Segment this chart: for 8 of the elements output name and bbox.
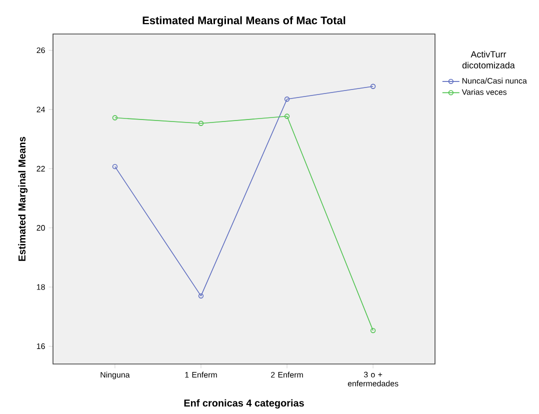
y-axis-title: Estimated Marginal Means bbox=[18, 136, 28, 261]
x-axis-title: Enf cronicas 4 categorias bbox=[184, 399, 304, 409]
chart-title: Estimated Marginal Means of Mac Total bbox=[142, 16, 346, 27]
legend-title: ActivTurr dicotomizada bbox=[462, 50, 515, 68]
point bbox=[284, 96, 290, 102]
point bbox=[198, 120, 204, 126]
point bbox=[284, 114, 290, 119]
point bbox=[198, 293, 204, 299]
